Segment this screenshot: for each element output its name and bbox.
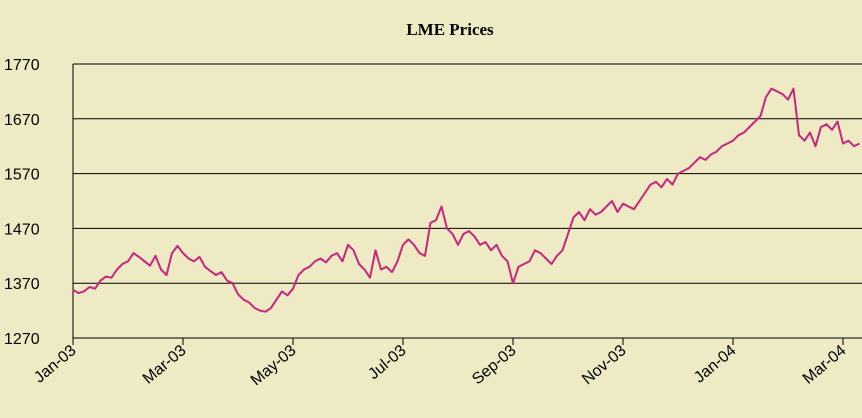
x-tick-label: Mar-03	[140, 342, 190, 388]
x-tick-label: Nov-03	[579, 342, 630, 388]
chart-title: LME Prices	[406, 20, 494, 39]
y-tick-label: 1370	[4, 276, 40, 293]
y-tick-label: 1670	[4, 112, 40, 129]
y-tick-label: 1270	[4, 331, 40, 348]
x-tick-label: Sep-03	[469, 342, 520, 388]
x-tick-label: May-03	[248, 342, 300, 389]
x-tick-label: Jan-03	[31, 342, 79, 387]
y-tick-label: 1570	[4, 167, 40, 184]
x-tick-label: Mar-04	[800, 342, 850, 388]
x-tick-label: Jan-04	[691, 342, 739, 387]
price-line	[72, 87, 860, 313]
y-tick-label: 1770	[4, 57, 40, 74]
x-tick-label: Jul-03	[365, 342, 409, 383]
y-tick-label: 1470	[4, 221, 40, 238]
